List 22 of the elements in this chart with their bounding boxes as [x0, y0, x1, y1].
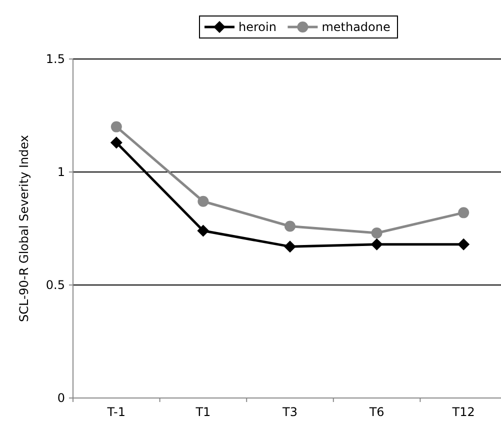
y-tick-label: 0.5	[46, 278, 65, 292]
point	[197, 224, 210, 237]
x-tick-label: T3	[282, 405, 298, 419]
legend-label: methadone	[322, 20, 390, 34]
y-axis-title: SCL-90-R Global Severity Index	[17, 134, 31, 322]
y-tick-label: 0	[57, 391, 65, 406]
point	[110, 121, 122, 132]
point	[370, 238, 383, 250]
point	[371, 228, 382, 239]
y-tick-label: 1	[57, 165, 65, 180]
x-tick-label: T-1	[106, 405, 126, 419]
x-tick-label: T12	[451, 405, 475, 419]
legend-label: heroin	[238, 20, 276, 34]
point	[198, 196, 209, 207]
point	[458, 207, 470, 218]
point	[284, 220, 296, 232]
x-tick-label: T6	[368, 405, 384, 419]
x-tick-label: T1	[194, 405, 211, 419]
point	[458, 238, 470, 250]
point	[110, 136, 122, 149]
point	[284, 240, 296, 253]
y-tick-label: 1.5	[46, 52, 65, 66]
